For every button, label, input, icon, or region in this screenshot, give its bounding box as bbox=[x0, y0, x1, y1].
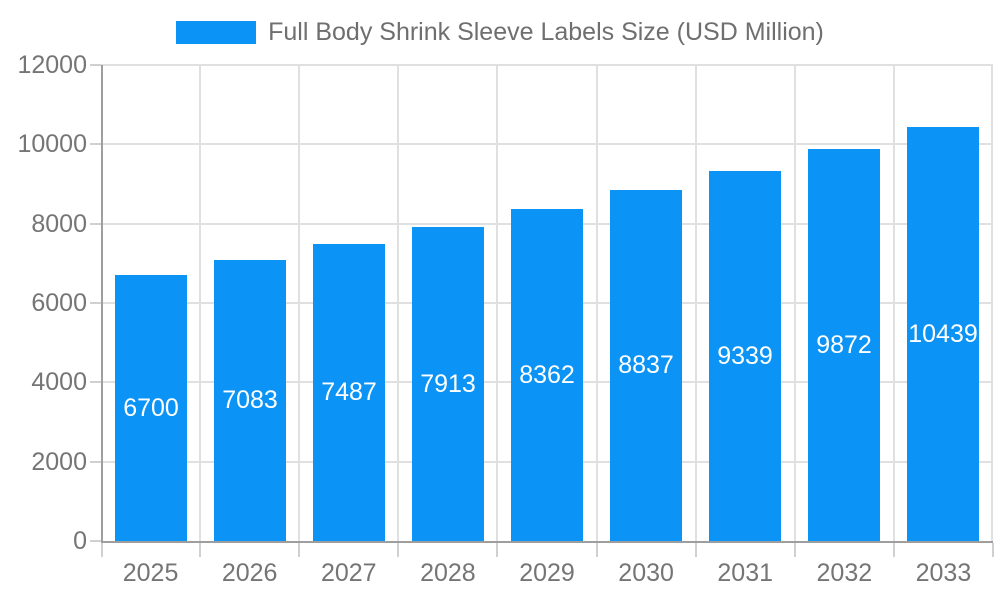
bar-2026[interactable]: 7083 bbox=[214, 260, 286, 541]
bar-value-label: 9872 bbox=[816, 330, 872, 359]
bar-2029[interactable]: 8362 bbox=[511, 209, 583, 541]
x-axis-tick-label: 2026 bbox=[221, 559, 278, 587]
vertical-gridline bbox=[893, 65, 895, 541]
x-axis-tick-label: 2027 bbox=[320, 559, 377, 587]
bar-value-label: 8837 bbox=[618, 351, 674, 379]
vertical-gridline bbox=[695, 65, 697, 541]
x-tick-mark bbox=[101, 543, 103, 557]
y-axis-tick-label: 4000 bbox=[31, 368, 87, 397]
x-axis-tick-label: 2032 bbox=[816, 559, 873, 587]
bar-value-label: 7083 bbox=[222, 386, 278, 414]
bar-2033[interactable]: 10439 bbox=[907, 127, 979, 541]
x-tick-mark bbox=[298, 543, 300, 557]
x-tick-mark bbox=[496, 543, 498, 557]
x-axis-tick-label: 2033 bbox=[915, 559, 972, 587]
x-axis-tick-label: 2031 bbox=[717, 559, 774, 587]
x-tick-mark bbox=[893, 543, 895, 557]
y-axis-tick-label: 6000 bbox=[31, 289, 87, 317]
x-tick-mark bbox=[397, 543, 399, 557]
x-tick-mark bbox=[596, 543, 598, 557]
vertical-gridline bbox=[991, 65, 993, 541]
bar-value-label: 6700 bbox=[123, 393, 179, 422]
vertical-gridline bbox=[199, 65, 201, 541]
bar-value-label: 10439 bbox=[908, 319, 978, 348]
y-tick-mark bbox=[90, 143, 101, 146]
horizontal-gridline bbox=[101, 143, 993, 146]
bar-2025[interactable]: 6700 bbox=[115, 275, 187, 541]
y-tick-mark bbox=[90, 222, 101, 225]
bar-2027[interactable]: 7487 bbox=[313, 244, 385, 541]
vertical-gridline bbox=[596, 65, 598, 541]
y-axis-tick-label: 10000 bbox=[17, 130, 87, 159]
plot-area: 0 2000 4000 6000 8000 10000 12000 6700 2025 7083 2… bbox=[17, 51, 994, 587]
y-axis-line bbox=[101, 65, 103, 543]
y-tick-mark bbox=[90, 460, 101, 463]
y-axis-tick-label: 0 bbox=[73, 527, 87, 555]
bar-value-label: 9339 bbox=[717, 341, 773, 370]
x-tick-mark bbox=[695, 543, 697, 557]
x-axis-tick-label: 2029 bbox=[519, 559, 575, 587]
x-axis-line bbox=[101, 541, 993, 543]
bar-2030[interactable]: 8837 bbox=[610, 190, 682, 541]
vertical-gridline bbox=[794, 65, 796, 541]
x-axis-tick-label: 2028 bbox=[420, 559, 476, 587]
vertical-gridline bbox=[496, 65, 498, 541]
vertical-gridline bbox=[298, 65, 300, 541]
y-tick-mark bbox=[90, 540, 101, 542]
bar-value-label: 8362 bbox=[519, 360, 575, 389]
horizontal-gridline bbox=[101, 64, 993, 66]
bar-2032[interactable]: 9872 bbox=[808, 149, 880, 541]
bar-2031[interactable]: 9339 bbox=[709, 171, 781, 541]
vertical-gridline bbox=[397, 65, 399, 541]
y-axis-tick-label: 12000 bbox=[17, 51, 87, 79]
x-tick-mark bbox=[794, 543, 796, 557]
chart-title: Full Body Shrink Sleeve Labels Size (USD… bbox=[268, 18, 824, 46]
legend: Full Body Shrink Sleeve Labels Size (USD… bbox=[0, 18, 1000, 47]
x-axis-tick-label: 2025 bbox=[122, 559, 179, 587]
bar-value-label: 7913 bbox=[420, 369, 476, 398]
y-axis-tick-label: 2000 bbox=[31, 447, 87, 476]
legend-swatch[interactable] bbox=[176, 21, 257, 44]
x-tick-mark bbox=[992, 543, 994, 557]
bar-2028[interactable]: 7913 bbox=[412, 227, 484, 541]
y-tick-mark bbox=[90, 64, 101, 66]
y-tick-mark bbox=[90, 302, 101, 304]
x-tick-mark bbox=[199, 543, 201, 557]
y-tick-mark bbox=[90, 381, 101, 384]
x-axis-tick-label: 2030 bbox=[618, 559, 674, 587]
y-axis-tick-label: 8000 bbox=[31, 209, 87, 238]
bar-value-label: 7487 bbox=[321, 378, 377, 406]
